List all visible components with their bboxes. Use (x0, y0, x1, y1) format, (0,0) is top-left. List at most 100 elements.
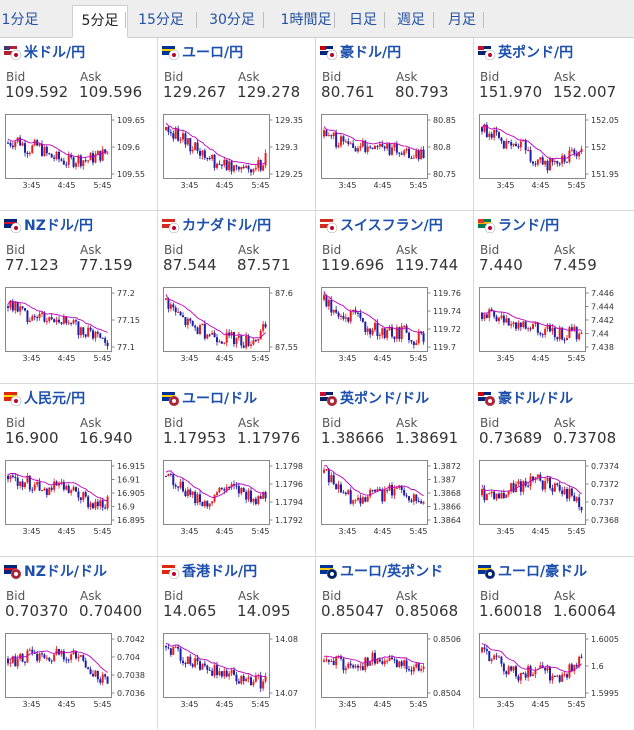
tab-weekly[interactable]: 週足 (397, 12, 425, 28)
candle-body (38, 482, 41, 491)
price-chart-svg: 0.7374 0.7372 0.737 0.7368 3:45 4:45 5:45 (479, 460, 619, 536)
pair-link[interactable]: カナダドル/円 (162, 216, 271, 234)
x-tick-label: 3:45 (497, 354, 515, 363)
candle-body (213, 494, 216, 502)
pair-link[interactable]: スイスフラン/円 (320, 216, 443, 234)
tab-30min[interactable]: 30分足 (209, 12, 255, 28)
candle-body (376, 659, 379, 664)
x-tick-label: 3:45 (23, 181, 41, 190)
candle-body (408, 332, 410, 341)
candle-body (573, 495, 576, 501)
pair-link[interactable]: ランド/円 (478, 216, 559, 234)
pair-name: ユーロ/円 (182, 45, 244, 61)
candle-body (422, 149, 425, 158)
candle-body (104, 338, 107, 343)
rate-card: 英ポンド/円 Bid Ask 151.970 152.007 152.05 152 151.9… (474, 38, 632, 211)
pair-link[interactable]: 英ポンド/ドル (320, 389, 429, 407)
candle-body (561, 674, 564, 682)
candle-body (247, 677, 250, 679)
candle-body (14, 476, 17, 478)
candle-body (344, 141, 347, 143)
pair-link[interactable]: NZドル/円 (4, 216, 93, 234)
candle-body (14, 141, 17, 148)
candle-body (225, 487, 228, 491)
tab-1hour[interactable]: 1時間足 (280, 12, 332, 28)
price-chart: 152.05 152 151.95 3:45 4:45 5:45 (478, 113, 628, 193)
candle-body (500, 137, 503, 142)
candle-body (252, 340, 255, 345)
ask-label: Ask (396, 70, 418, 84)
candle-body (7, 476, 9, 480)
candle-body (257, 338, 260, 341)
candle-body (191, 491, 194, 495)
candle-body (50, 153, 53, 158)
y-tick-label: 87.6 (275, 289, 293, 298)
pair-link[interactable]: ユーロ/豪ドル (478, 562, 587, 580)
ask-label: Ask (554, 243, 576, 257)
tab-1min[interactable]: 1分足 (1, 12, 39, 28)
y-tick-label: 1.1796 (275, 480, 303, 489)
candle-body (41, 653, 43, 655)
candle-body (9, 475, 12, 480)
candle-body (323, 660, 325, 662)
candle-body (544, 481, 547, 490)
y-tick-label: 1.1798 (275, 462, 303, 471)
price-chart-svg: 77.2 77.15 77.1 3:45 4:45 5:45 (5, 287, 140, 363)
x-tick-label: 5:45 (94, 354, 112, 363)
x-tick-label: 4:45 (215, 700, 233, 709)
candle-body (546, 477, 549, 482)
candle-body (31, 649, 34, 653)
price-chart: 80.85 80.8 80.75 3:45 4:45 5:45 (320, 113, 470, 193)
candle-body (196, 658, 199, 662)
pair-link[interactable]: 米ドル/円 (4, 43, 85, 61)
candle-body (412, 157, 415, 159)
candle-body (536, 474, 539, 478)
candle-body (388, 484, 391, 491)
pair-link[interactable]: ユーロ/円 (162, 43, 243, 61)
pair-link[interactable]: 英ポンド/円 (478, 43, 573, 61)
row-divider (0, 556, 634, 557)
candle-body (96, 331, 99, 334)
candle-body (332, 475, 335, 485)
candle-body (211, 154, 214, 159)
pair-link[interactable]: 豪ドル/ドル (478, 389, 573, 407)
candle-body (104, 507, 107, 509)
x-tick-label: 3:45 (497, 527, 515, 536)
candle-body (26, 152, 29, 155)
y-tick-label: 152.05 (591, 116, 619, 125)
pair-name: 豪ドル/円 (340, 45, 402, 61)
candle-body (245, 335, 248, 348)
candle-body (9, 662, 12, 664)
tab-15min[interactable]: 15分足 (138, 12, 184, 28)
row-divider (0, 210, 634, 211)
candle-body (237, 335, 240, 338)
candle-body (101, 500, 104, 508)
candle-body (335, 132, 338, 148)
pair-link[interactable]: 人民元/円 (4, 389, 85, 407)
tab-5min[interactable]: 5分足 (72, 5, 128, 38)
candle-body (371, 329, 374, 335)
tab-separator (263, 12, 264, 28)
candle-body (408, 669, 410, 671)
pair-link[interactable]: ユーロ/英ポンド (320, 562, 443, 580)
candle-body (41, 489, 43, 491)
candle-body (517, 146, 520, 148)
candle-body (566, 489, 568, 499)
candle-body (199, 661, 201, 670)
pair-link[interactable]: 豪ドル/円 (320, 43, 401, 61)
tab-monthly[interactable]: 月足 (448, 12, 476, 28)
pair-link[interactable]: ユーロ/ドル (162, 389, 257, 407)
candle-body (568, 664, 571, 678)
candle-body (408, 148, 410, 158)
candle-body (262, 681, 265, 689)
candle-body (383, 328, 386, 338)
tab-daily[interactable]: 日足 (349, 12, 377, 28)
candle-body (378, 144, 381, 147)
moving-average-line (481, 309, 582, 331)
pair-link[interactable]: NZドル/ドル (4, 562, 107, 580)
candle-body (216, 665, 218, 675)
x-tick-label: 5:45 (410, 527, 428, 536)
pair-link[interactable]: 香港ドル/円 (162, 562, 257, 580)
candle-body (408, 496, 410, 501)
candle-body (352, 143, 355, 148)
